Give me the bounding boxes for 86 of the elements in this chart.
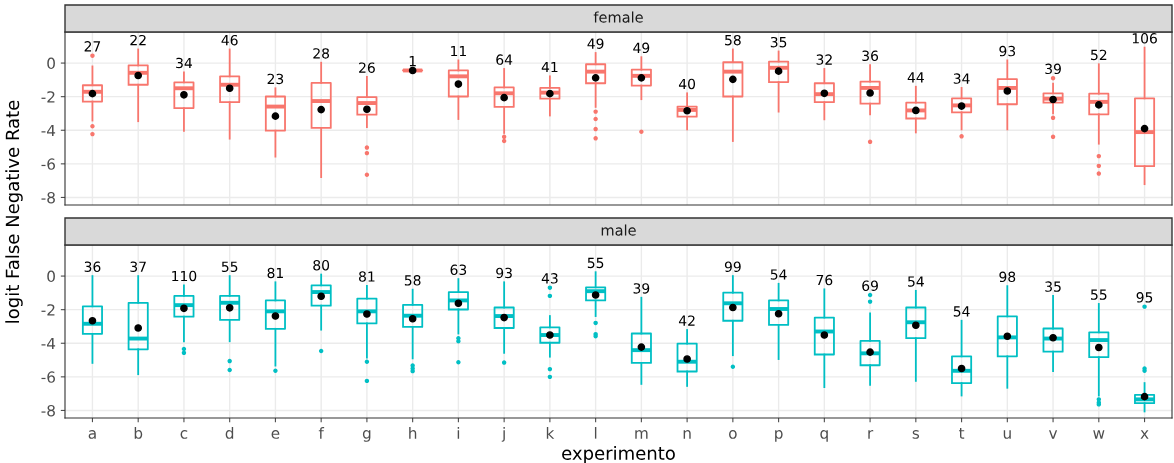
- annotation: 35: [770, 36, 787, 48]
- annotation: 106: [1132, 33, 1157, 44]
- annotation: 49: [587, 38, 604, 49]
- annotation: 35: [1045, 281, 1061, 292]
- annotation: 80: [313, 259, 330, 271]
- annotation: 54: [908, 276, 924, 287]
- annotation: 69: [862, 280, 878, 291]
- annotation: 46: [221, 34, 238, 46]
- x-tick-label: o: [729, 430, 737, 439]
- annotation: 26: [359, 62, 375, 73]
- annotation: 1: [409, 56, 416, 67]
- annotation: 110: [172, 270, 197, 282]
- annotation: 27: [84, 41, 101, 52]
- y-tick-label: -8: [41, 191, 55, 204]
- x-tick-label: r: [868, 430, 874, 439]
- annotation: 44: [907, 72, 924, 83]
- y-tick-label: -2: [41, 91, 55, 103]
- annotation: 93: [999, 45, 1016, 57]
- x-tick-label: c: [180, 430, 188, 439]
- annotation: 55: [221, 261, 238, 272]
- annotation: 54: [953, 306, 970, 317]
- x-tick-label: b: [134, 427, 143, 439]
- y-tick-label: -6: [41, 158, 56, 170]
- y-tick-label: -4: [41, 124, 56, 137]
- x-tick-label: g: [362, 430, 371, 442]
- x-axis-title: experimento: [562, 445, 675, 463]
- annotation: 36: [862, 50, 879, 62]
- x-tick-label: n: [683, 430, 691, 439]
- annotation: 41: [541, 61, 558, 73]
- annotation: 76: [816, 274, 833, 286]
- x-tick-label: v: [1049, 430, 1058, 439]
- x-tick-label: m: [635, 430, 648, 439]
- y-tick-label: 0: [47, 270, 55, 283]
- x-tick-label: w: [1093, 430, 1105, 439]
- x-tick-label: s: [912, 430, 920, 439]
- chart-title: male: [601, 224, 636, 236]
- annotation: 99: [724, 261, 741, 272]
- annotation: 32: [816, 54, 832, 65]
- x-tick-label: i: [457, 427, 460, 439]
- y-tick-label: 0: [47, 57, 55, 70]
- annotation: 11: [451, 45, 466, 57]
- x-tick-label: e: [271, 430, 280, 439]
- x-tick-label: t: [958, 427, 965, 439]
- annotation: 37: [130, 261, 146, 272]
- y-tick-label: -4: [41, 337, 56, 350]
- x-tick-label: k: [546, 427, 555, 439]
- annotation: 39: [633, 283, 650, 294]
- annotation: 49: [633, 42, 650, 54]
- annotation: 55: [587, 257, 604, 269]
- x-tick-label: x: [1140, 430, 1149, 439]
- annotation: 34: [176, 57, 192, 69]
- annotation: 23: [267, 73, 284, 85]
- annotation: 63: [450, 264, 467, 276]
- x-tick-label: l: [594, 427, 597, 439]
- annotation: 52: [1091, 49, 1107, 61]
- annotation: 93: [496, 267, 512, 279]
- x-tick-label: h: [409, 427, 417, 439]
- x-tick-label: p: [775, 430, 783, 442]
- annotation: 64: [496, 54, 513, 65]
- y-tick-label: -6: [41, 371, 56, 383]
- x-tick-label: f: [318, 427, 325, 439]
- annotation: 54: [770, 269, 787, 280]
- annotation: 34: [953, 73, 970, 84]
- x-tick-label: d: [225, 427, 234, 439]
- annotation: 81: [359, 271, 375, 282]
- annotation: 22: [130, 34, 146, 46]
- annotation: 40: [678, 78, 696, 90]
- annotation: 39: [1045, 63, 1061, 75]
- x-tick-label: a: [88, 430, 96, 439]
- x-tick-label: j: [501, 427, 505, 442]
- annotation: 95: [1136, 292, 1153, 303]
- x-tick-label: q: [820, 430, 828, 442]
- x-tick-label: u: [1003, 430, 1011, 439]
- annotation: 81: [267, 267, 283, 279]
- annotation: 36: [84, 261, 101, 272]
- y-tick-label: -8: [41, 404, 55, 417]
- annotation: 58: [725, 34, 741, 46]
- annotation: 43: [541, 273, 558, 284]
- y-tick-label: -2: [41, 304, 55, 316]
- annotation: 58: [404, 275, 421, 286]
- chart-title: female: [593, 11, 643, 23]
- annotation: 98: [999, 271, 1016, 283]
- annotation: 42: [678, 315, 695, 326]
- annotation: 28: [313, 48, 330, 59]
- y-axis-title: logit False Negative Rate: [5, 100, 23, 323]
- annotation: 55: [1091, 289, 1107, 300]
